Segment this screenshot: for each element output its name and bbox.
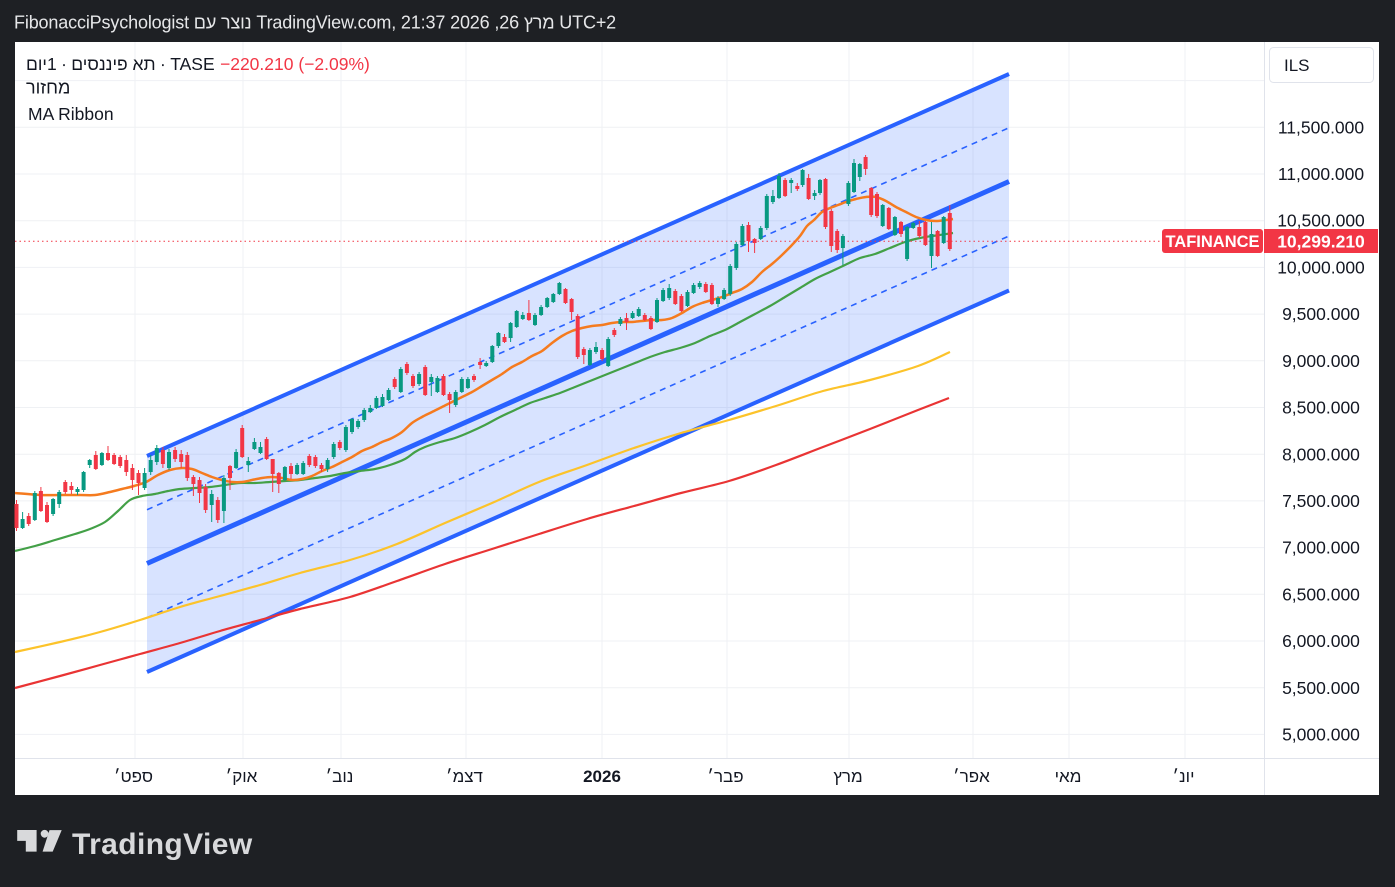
svg-text:6,000.000: 6,000.000 <box>1282 631 1360 651</box>
svg-text:5,000.000: 5,000.000 <box>1282 725 1360 745</box>
svg-text:מחזור: מחזור <box>26 78 70 98</box>
svg-text:מאי: מאי <box>1055 767 1082 786</box>
svg-text:אפר׳: אפר׳ <box>953 767 990 786</box>
svg-text:MA Ribbon: MA Ribbon <box>28 104 114 124</box>
svg-text:5,500.000: 5,500.000 <box>1282 678 1360 698</box>
svg-text:FibonacciPsychologist נוצר עם: FibonacciPsychologist נוצר עם TradingVie… <box>14 13 616 33</box>
svg-text:אוק׳: אוק׳ <box>226 767 258 786</box>
svg-text:8,000.000: 8,000.000 <box>1282 444 1360 464</box>
svg-text:דצמ׳: דצמ׳ <box>446 767 483 786</box>
svg-text:11,000.000: 11,000.000 <box>1278 164 1365 184</box>
svg-text:7,000.000: 7,000.000 <box>1282 538 1360 558</box>
svg-text:2026: 2026 <box>583 767 621 786</box>
svg-text:10,500.000: 10,500.000 <box>1277 211 1365 231</box>
svg-text:11,500.000: 11,500.000 <box>1278 117 1365 137</box>
svg-text:TAFINANCE: TAFINANCE <box>1165 233 1259 251</box>
svg-text:TradingView: TradingView <box>72 828 253 861</box>
svg-text:נוב׳: נוב׳ <box>326 767 354 786</box>
svg-text:10,000.000: 10,000.000 <box>1277 257 1365 277</box>
svg-text:9,500.000: 9,500.000 <box>1282 304 1360 324</box>
svg-text:−220.210 (−2.09%): −220.210 (−2.09%) <box>220 54 370 74</box>
svg-text:פבר׳: פבר׳ <box>707 767 743 786</box>
svg-text:10,299.210: 10,299.210 <box>1277 232 1365 252</box>
svg-text:6,500.000: 6,500.000 <box>1282 584 1360 604</box>
svg-text:7,500.000: 7,500.000 <box>1282 491 1360 511</box>
svg-text:יונ׳: יונ׳ <box>1173 767 1195 786</box>
svg-text:9,000.000: 9,000.000 <box>1282 351 1360 371</box>
svg-text:8,500.000: 8,500.000 <box>1282 398 1360 418</box>
svg-text:ILS: ILS <box>1284 56 1310 75</box>
svg-text:מרץ: מרץ <box>833 767 862 786</box>
svg-text:ספט׳: ספט׳ <box>114 767 153 786</box>
svg-text:תא פיננסים ∙ 1יום ∙ TASE: תא פיננסים ∙ 1יום ∙ TASE <box>26 54 215 74</box>
